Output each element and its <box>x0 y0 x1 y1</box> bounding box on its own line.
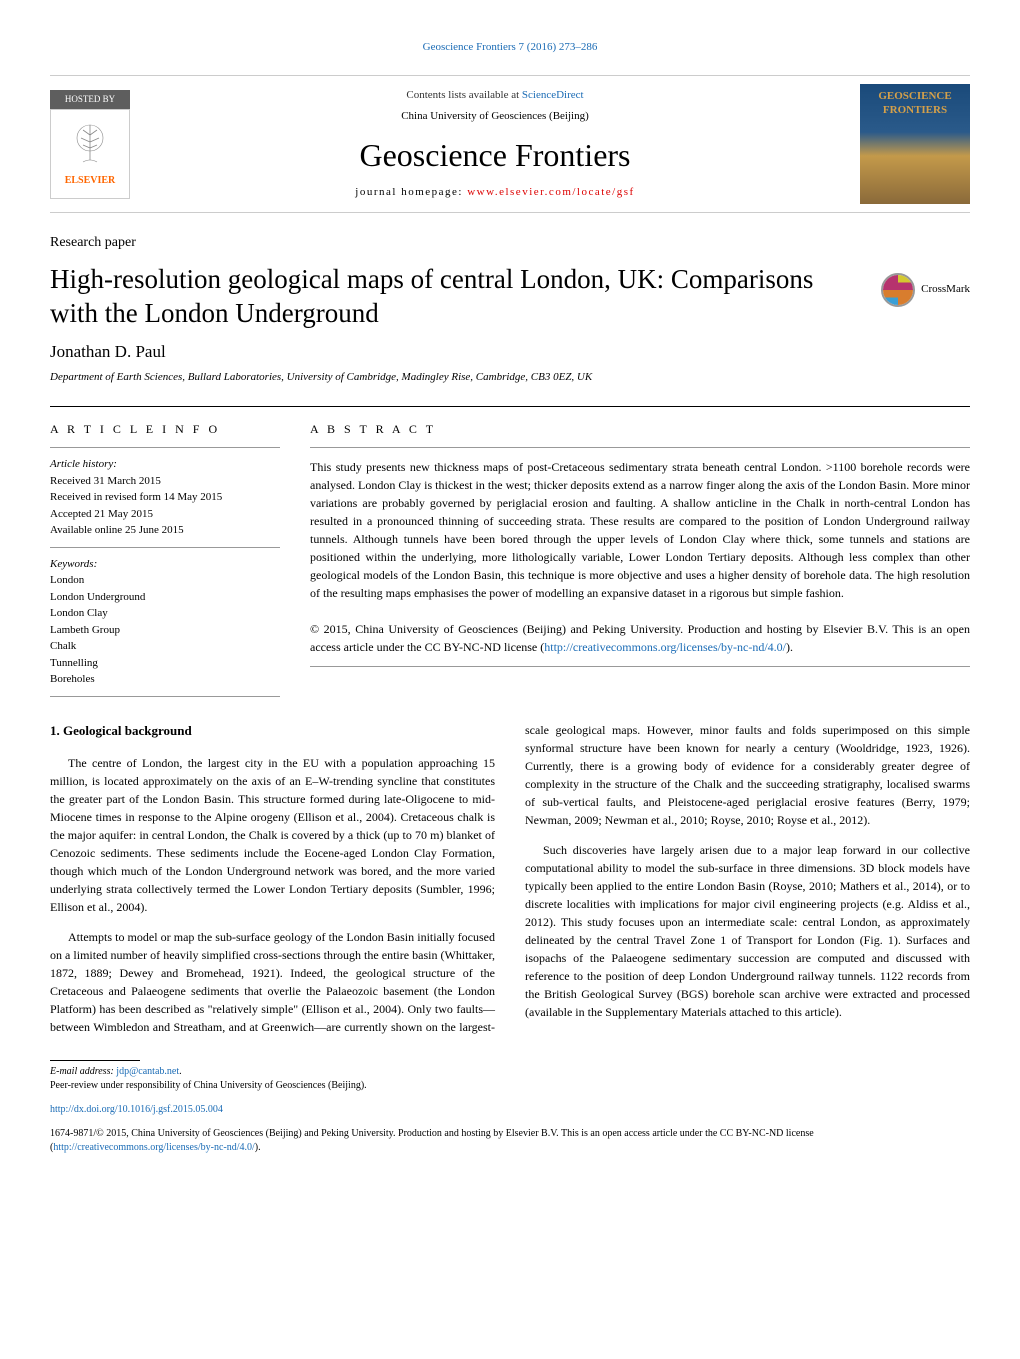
keyword: Chalk <box>50 638 280 655</box>
crossmark-label: CrossMark <box>921 282 970 297</box>
footer-license-link[interactable]: http://creativecommons.org/licenses/by-n… <box>53 1142 254 1153</box>
elsevier-tree-icon <box>65 120 115 170</box>
homepage-link[interactable]: www.elsevier.com/locate/gsf <box>467 186 634 198</box>
footer: E-mail address: jdp@cantab.net. Peer-rev… <box>50 1060 970 1155</box>
journal-title: Geoscience Frontiers <box>130 133 860 178</box>
keyword: Lambeth Group <box>50 622 280 639</box>
affiliation: Department of Earth Sciences, Bullard La… <box>50 370 970 385</box>
paper-title: High-resolution geological maps of centr… <box>50 263 881 331</box>
body-paragraph-3: Such discoveries have largely arisen due… <box>525 841 970 1021</box>
author: Jonathan D. Paul <box>50 340 970 364</box>
crossmark-icon <box>881 273 915 307</box>
online-date: Available online 25 June 2015 <box>50 522 280 539</box>
body-columns: 1. Geological background The centre of L… <box>50 721 970 1037</box>
banner-left: HOSTED BY ELSEVIER <box>50 90 130 199</box>
abstract-column: A B S T R A C T This study presents new … <box>310 421 970 697</box>
sciencedirect-link[interactable]: ScienceDirect <box>522 89 584 101</box>
journal-banner: HOSTED BY ELSEVIER Contents lists availa… <box>50 75 970 213</box>
keywords-label: Keywords: <box>50 556 280 573</box>
banner-center: Contents lists available at ScienceDirec… <box>130 88 860 201</box>
title-row: High-resolution geological maps of centr… <box>50 263 970 331</box>
keyword: London Clay <box>50 605 280 622</box>
elsevier-label: ELSEVIER <box>65 174 116 188</box>
hosted-by-badge: HOSTED BY <box>50 90 130 109</box>
license-link[interactable]: http://creativecommons.org/licenses/by-n… <box>544 640 786 654</box>
copyright-line: 1674-9871/© 2015, China University of Ge… <box>50 1127 970 1155</box>
article-info-heading: A R T I C L E I N F O <box>50 421 280 438</box>
revised-date: Received in revised form 14 May 2015 <box>50 489 280 506</box>
doi-link[interactable]: http://dx.doi.org/10.1016/j.gsf.2015.05.… <box>50 1104 223 1115</box>
accepted-date: Accepted 21 May 2015 <box>50 506 280 523</box>
abstract-body: This study presents new thickness maps o… <box>310 460 970 600</box>
keyword: Tunnelling <box>50 655 280 672</box>
abstract-heading: A B S T R A C T <box>310 421 970 438</box>
info-abstract-row: A R T I C L E I N F O Article history: R… <box>50 406 970 697</box>
article-info-column: A R T I C L E I N F O Article history: R… <box>50 421 280 697</box>
section-1-heading: 1. Geological background <box>50 721 495 741</box>
email-line: E-mail address: jdp@cantab.net. <box>50 1065 970 1079</box>
copyright-close: ). <box>255 1142 261 1153</box>
license-close: ). <box>786 640 793 654</box>
abstract-text: This study presents new thickness maps o… <box>310 447 970 667</box>
homepage-label: journal homepage: <box>355 186 467 198</box>
contents-line: Contents lists available at ScienceDirec… <box>130 88 860 103</box>
keyword: London Underground <box>50 589 280 606</box>
publisher-line: China University of Geosciences (Beijing… <box>130 109 860 124</box>
contents-label: Contents lists available at <box>406 89 521 101</box>
history-label: Article history: <box>50 456 280 473</box>
footer-divider <box>50 1060 140 1061</box>
publisher-logo-block: HOSTED BY ELSEVIER <box>50 90 130 199</box>
cover-title: GEOSCIENCE FRONTIERS <box>866 90 964 116</box>
received-date: Received 31 March 2015 <box>50 473 280 490</box>
email-label: E-mail address: <box>50 1066 116 1077</box>
article-history-block: Article history: Received 31 March 2015 … <box>50 447 280 548</box>
header-link[interactable]: Geoscience Frontiers 7 (2016) 273–286 <box>423 41 598 53</box>
elsevier-logo: ELSEVIER <box>50 109 130 199</box>
keyword: London <box>50 572 280 589</box>
keyword: Boreholes <box>50 671 280 688</box>
peer-review-line: Peer-review under responsibility of Chin… <box>50 1079 970 1093</box>
page-header-citation: Geoscience Frontiers 7 (2016) 273–286 <box>50 40 970 55</box>
journal-cover-thumbnail: GEOSCIENCE FRONTIERS <box>860 84 970 204</box>
body-paragraph-1: The centre of London, the largest city i… <box>50 754 495 916</box>
homepage-line: journal homepage: www.elsevier.com/locat… <box>130 185 860 200</box>
paper-type: Research paper <box>50 233 970 253</box>
email-link[interactable]: jdp@cantab.net <box>116 1066 179 1077</box>
crossmark-badge[interactable]: CrossMark <box>881 273 970 307</box>
keywords-block: Keywords: London London Underground Lond… <box>50 548 280 697</box>
